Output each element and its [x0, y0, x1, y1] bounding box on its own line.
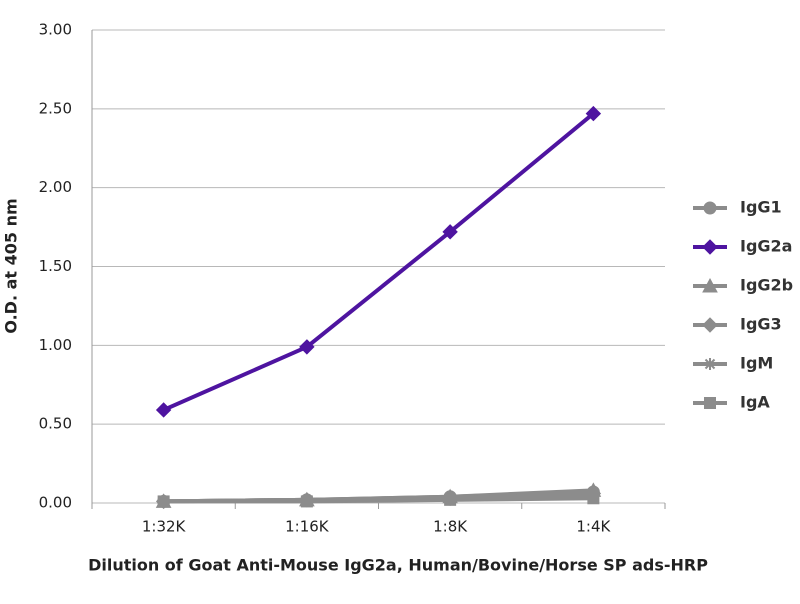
marker	[585, 105, 602, 122]
marker	[300, 495, 313, 508]
x-tick-label: 1:16K	[285, 518, 330, 536]
y-tick-label: 1.00	[39, 336, 72, 354]
series-line	[162, 112, 595, 412]
x-tick-label: 1:32K	[142, 518, 187, 536]
legend-label: IgG2a	[740, 237, 792, 256]
y-tick-label: 1.50	[39, 257, 72, 275]
legend-marker	[703, 201, 717, 215]
marker	[155, 402, 172, 418]
legend-marker	[704, 358, 716, 370]
y-tick-label: 0.50	[39, 415, 72, 433]
y-tick-label: 3.00	[39, 21, 72, 39]
legend-marker	[704, 397, 716, 409]
marker	[157, 495, 170, 508]
marker	[444, 493, 457, 506]
marker	[587, 492, 600, 505]
legend-label: IgG3	[740, 315, 782, 334]
y-tick-label: 0.00	[39, 494, 72, 512]
x-tick-label: 1:4K	[576, 518, 611, 536]
x-axis-title: Dilution of Goat Anti-Mouse IgG2a, Human…	[88, 556, 708, 575]
legend-label: IgA	[740, 393, 770, 412]
y-tick-label: 2.00	[39, 178, 72, 196]
marker	[442, 224, 458, 240]
x-tick-label: 1:8K	[433, 518, 468, 536]
legend-marker	[702, 277, 718, 293]
marker	[299, 339, 315, 355]
legend-marker	[702, 317, 718, 333]
legend-label: IgG2b	[740, 276, 793, 295]
legend-marker	[702, 239, 718, 255]
y-axis-title: O.D. at 405 nm	[2, 198, 21, 333]
legend-label: IgM	[740, 354, 773, 373]
series-line	[163, 496, 594, 504]
y-tick-label: 2.50	[39, 99, 72, 117]
legend-label: IgG1	[740, 198, 782, 217]
